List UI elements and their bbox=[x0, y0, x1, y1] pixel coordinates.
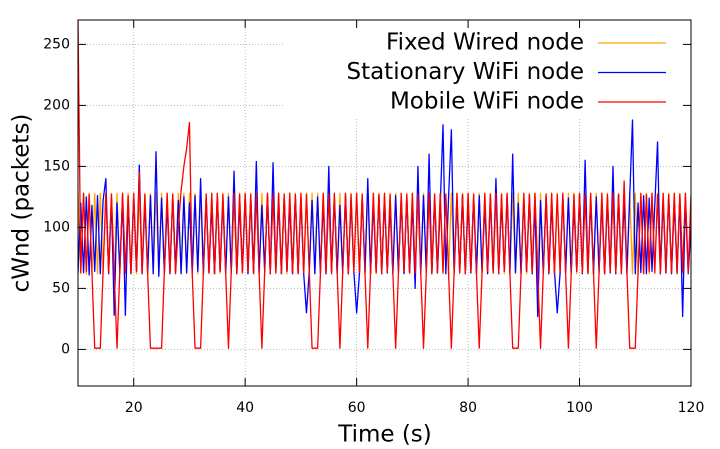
x-tick-label: 40 bbox=[236, 400, 254, 416]
y-tick-label: 200 bbox=[43, 97, 70, 113]
x-tick-label: 80 bbox=[459, 400, 477, 416]
plot-frame bbox=[77, 19, 692, 387]
x-tick-label: 60 bbox=[348, 400, 366, 416]
legend-label: Fixed Wired node bbox=[386, 30, 584, 56]
plot-lines bbox=[78, 20, 691, 349]
x-tick-label: 120 bbox=[678, 400, 705, 416]
y-tick-label: 50 bbox=[52, 280, 70, 296]
y-tick-label: 0 bbox=[61, 341, 70, 357]
x-tick-label: 100 bbox=[566, 400, 593, 416]
legend-label: Stationary WiFi node bbox=[346, 59, 584, 85]
series-line bbox=[78, 20, 691, 349]
legend-label: Mobile WiFi node bbox=[390, 89, 584, 115]
y-tick-label: 100 bbox=[43, 219, 70, 235]
legend: Fixed Wired node Stationary WiFi node Mobi… bbox=[346, 30, 666, 115]
y-axis-title: cWnd (packets) bbox=[9, 114, 35, 293]
x-tick-label: 20 bbox=[125, 400, 143, 416]
x-axis-title: Time (s) bbox=[337, 422, 432, 448]
y-tick-label: 250 bbox=[43, 36, 70, 52]
ticks: 0 50 100 150 200 250 20 40 60 80 100 120 bbox=[43, 20, 704, 416]
y-tick-label: 150 bbox=[43, 158, 70, 174]
